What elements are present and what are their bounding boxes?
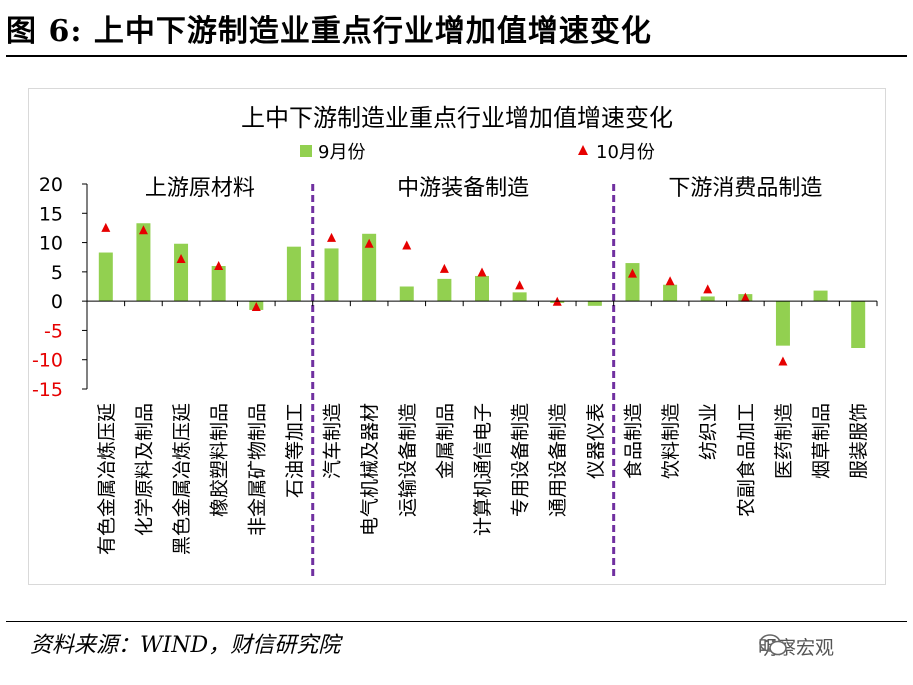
marker xyxy=(176,253,186,263)
bar xyxy=(286,246,301,302)
x-tick-label: 石油等加工 xyxy=(284,403,306,498)
marker xyxy=(778,356,788,366)
bar xyxy=(98,252,113,302)
bar xyxy=(775,301,790,346)
marker xyxy=(740,292,750,302)
x-axis: 有色金属冶炼压延 化学原料及制品 黑色金属冶炼压延 橡胶塑料制品 非金属矿物制品 石油等加… xyxy=(86,300,878,555)
marker xyxy=(627,268,637,278)
figure-title: 图 6: 上中下游制造业重点行业增加值增速变化 xyxy=(6,14,652,49)
marker xyxy=(665,276,675,286)
group-label: 中游装备制造 xyxy=(397,176,529,201)
bar xyxy=(663,284,678,302)
x-tick-label: 金属制品 xyxy=(434,403,456,479)
x-tick-label: 橡胶塑料制品 xyxy=(209,403,231,517)
x-tick-label: 电气机械及器材 xyxy=(359,403,381,536)
legend-label-sep: 9月份 xyxy=(318,142,365,163)
bar xyxy=(851,301,866,348)
bar xyxy=(700,296,715,302)
y-axis: 20 15 10 5 0 -5 -10 -15 xyxy=(32,174,88,401)
x-tick-label: 烟草制品 xyxy=(811,403,833,479)
group-label: 下游消费品制造 xyxy=(668,176,822,201)
marker xyxy=(703,284,713,294)
bar xyxy=(813,290,828,302)
x-tick-label: 专用设备制造 xyxy=(510,403,532,517)
marker xyxy=(138,225,148,235)
marker xyxy=(101,222,111,232)
y-tick-label: 0 xyxy=(51,291,63,313)
y-tick-label: 15 xyxy=(39,203,63,225)
bar xyxy=(362,233,377,302)
marker xyxy=(402,240,412,250)
y-tick-label: 10 xyxy=(39,233,63,255)
x-tick-label: 有色金属冶炼压延 xyxy=(96,403,118,555)
marker xyxy=(251,302,261,311)
legend: 9月份 10月份 xyxy=(300,142,655,163)
marker xyxy=(515,280,525,290)
group-label: 上游原材料 xyxy=(145,176,255,201)
legend-label-oct: 10月份 xyxy=(596,142,655,163)
x-tick-label: 化学原料及制品 xyxy=(133,403,155,536)
marker xyxy=(327,232,337,242)
y-tick-label: 5 xyxy=(51,262,63,284)
marker xyxy=(214,261,224,270)
bar xyxy=(587,301,602,306)
chart-title: 上中下游制造业重点行业增加值增速变化 xyxy=(241,104,673,132)
bar xyxy=(512,292,527,302)
bar-chart: 上中下游制造业重点行业增加值增速变化 9月份 10月份 上游原材料 中游装备制造 下… xyxy=(32,104,878,577)
source-note: 资料来源：WIND，财信研究院 xyxy=(30,633,341,658)
x-tick-label: 非金属矿物制品 xyxy=(246,403,268,536)
bar xyxy=(437,278,452,302)
y-tick-label: -5 xyxy=(44,320,63,342)
bar xyxy=(475,275,489,302)
x-tick-label: 饮料制造 xyxy=(660,403,682,479)
bar xyxy=(136,223,151,302)
x-tick-label: 纺织业 xyxy=(698,403,720,460)
bar xyxy=(174,243,189,302)
wechat-icon xyxy=(759,634,787,656)
x-tick-label: 医药制造 xyxy=(773,403,795,479)
y-tick-label: 20 xyxy=(39,174,63,196)
bar xyxy=(625,263,640,302)
y-tick-label: -10 xyxy=(32,350,63,372)
top-rule xyxy=(6,55,907,57)
bar xyxy=(324,248,339,302)
legend-marker-swatch xyxy=(578,145,588,155)
x-tick-label: 服装服饰 xyxy=(848,403,870,479)
legend-bar-swatch xyxy=(300,145,312,157)
x-tick-label: 汽车制造 xyxy=(322,403,344,479)
marker xyxy=(477,267,487,277)
marker xyxy=(364,238,374,248)
x-tick-label: 通用设备制造 xyxy=(547,403,569,517)
bar xyxy=(211,266,226,302)
group-labels: 上游原材料 中游装备制造 下游消费品制造 xyxy=(145,176,822,577)
marker xyxy=(439,263,449,273)
y-tick-label: -15 xyxy=(32,379,63,401)
x-tick-label: 计算机通信电子 xyxy=(472,403,494,536)
x-tick-label: 仪器仪表 xyxy=(585,403,607,479)
x-tick-label: 黑色金属冶炼压延 xyxy=(171,403,193,555)
watermark: 明察宏观 xyxy=(758,633,834,660)
markers-oct xyxy=(101,222,788,366)
bar xyxy=(399,286,414,302)
x-tick-label: 运输设备制造 xyxy=(397,403,419,517)
chart-frame xyxy=(28,88,886,585)
x-tick-label: 食品制造 xyxy=(622,403,644,479)
x-tick-label: 农副食品加工 xyxy=(735,403,757,517)
bottom-rule xyxy=(6,621,907,622)
bars-sep xyxy=(98,223,866,348)
